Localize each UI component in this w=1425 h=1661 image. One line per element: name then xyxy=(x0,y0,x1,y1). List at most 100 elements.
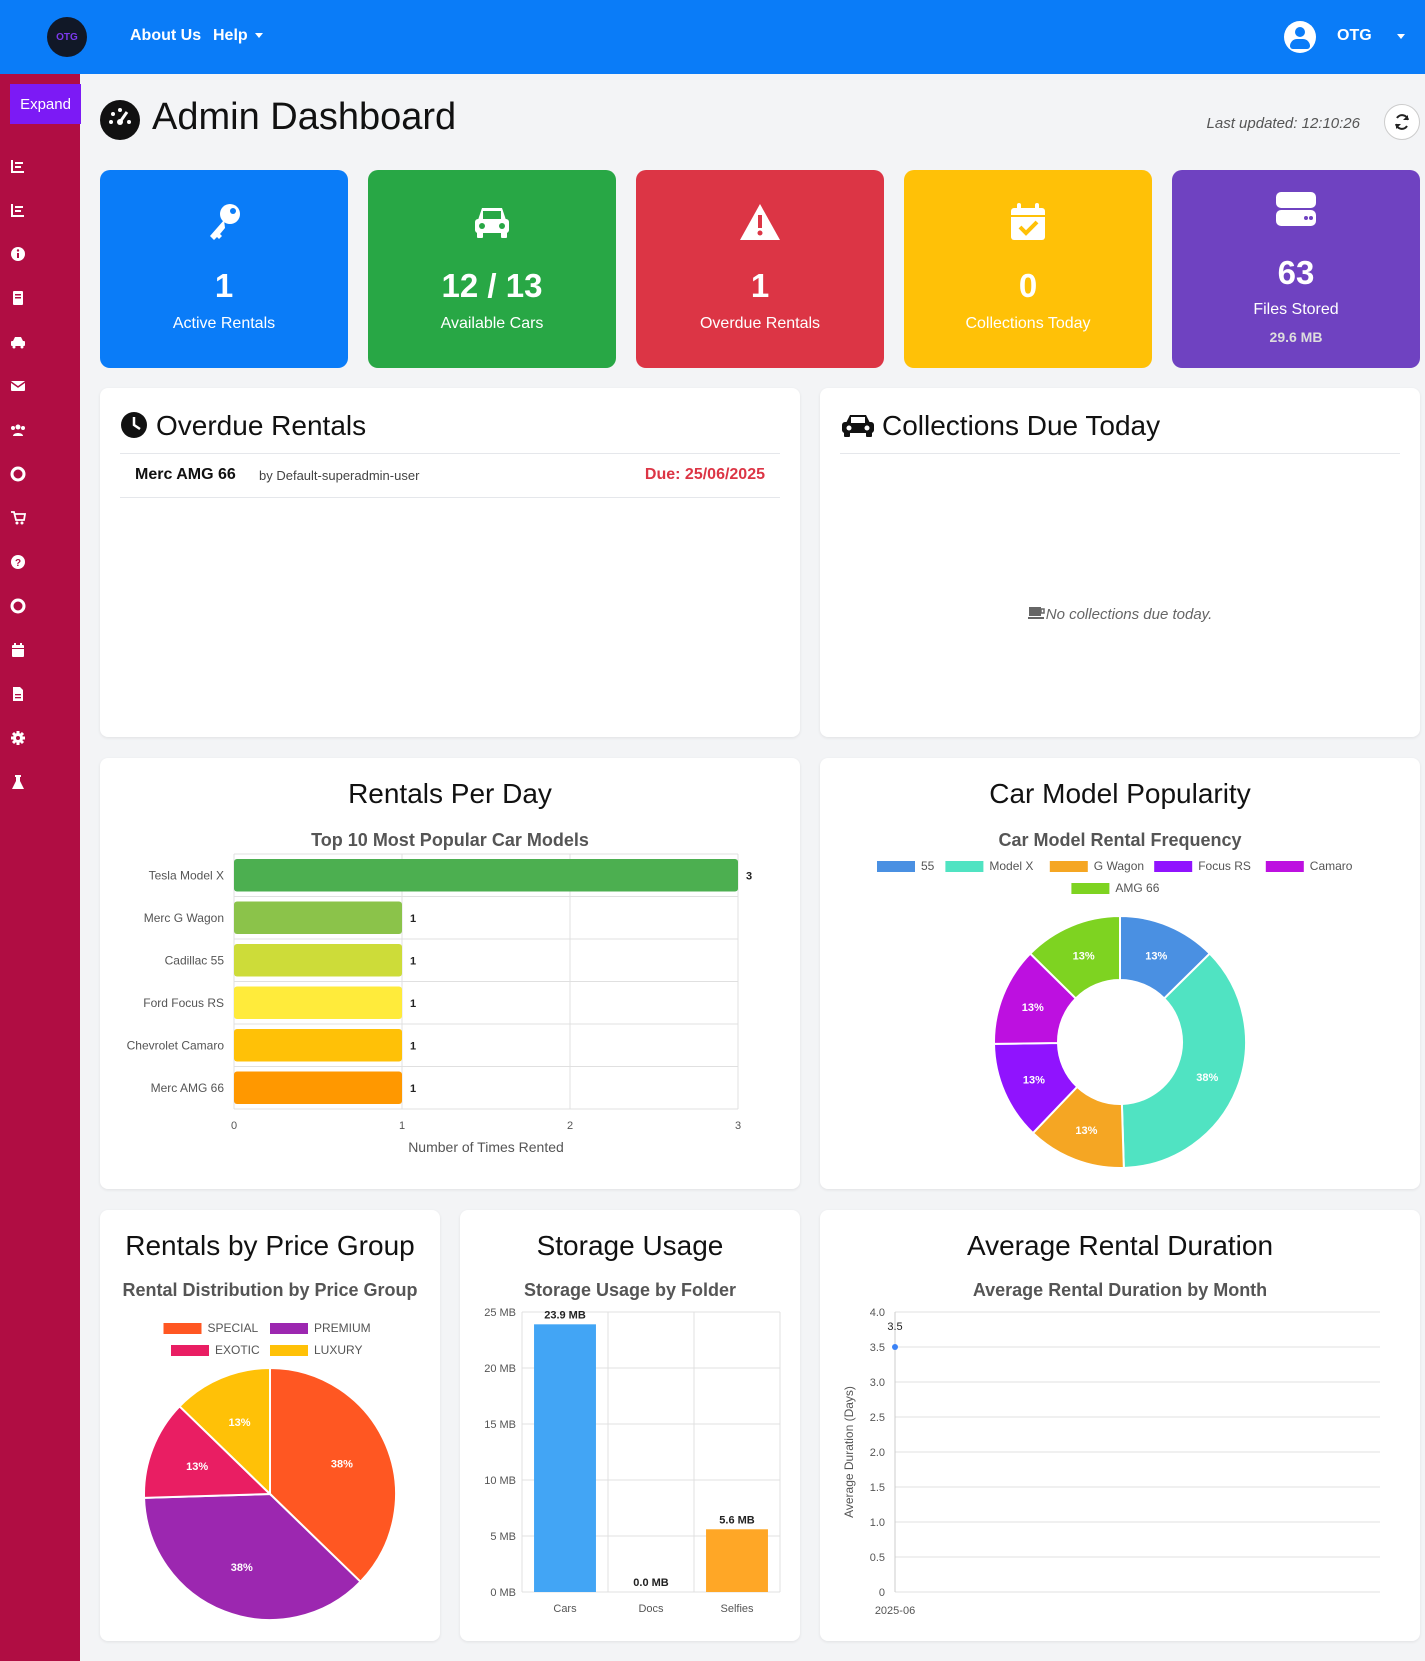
chart-subtitle: Storage Usage by Folder xyxy=(523,1280,737,1300)
data-label: 3 xyxy=(746,870,752,882)
y-tick-label: 20 MB xyxy=(484,1363,516,1375)
empty-state-text: No collections due today. xyxy=(1045,606,1213,623)
y-tick-label: 1.5 xyxy=(870,1482,885,1494)
chart-icon[interactable] xyxy=(10,158,26,174)
legend-label: LUXURY xyxy=(314,1343,362,1357)
calendar-icon[interactable] xyxy=(10,642,26,658)
users-icon[interactable] xyxy=(10,422,26,438)
x-tick-label: Selfies xyxy=(720,1603,754,1615)
legend-swatch xyxy=(877,861,915,872)
x-tick-label: 2 xyxy=(567,1120,573,1132)
legend-label: Camaro xyxy=(1310,859,1353,873)
book-icon[interactable] xyxy=(10,290,26,306)
bar xyxy=(234,1029,402,1062)
info-icon[interactable] xyxy=(10,246,26,262)
donut-slice xyxy=(1120,952,1247,1169)
mail-icon[interactable] xyxy=(10,378,26,394)
sidebar: Expand ? xyxy=(0,74,81,1661)
data-point xyxy=(892,1344,898,1350)
chevron-down-icon[interactable] xyxy=(1397,34,1405,39)
legend-swatch xyxy=(171,1345,209,1356)
data-label: 1 xyxy=(410,955,416,967)
car-icon xyxy=(842,415,874,437)
stat-label: Collections Today xyxy=(965,315,1091,332)
stat-sub-value: 29.6 MB xyxy=(1269,329,1323,345)
refresh-button[interactable] xyxy=(1384,104,1420,140)
chart-icon[interactable] xyxy=(10,202,26,218)
slice-label: 13% xyxy=(1023,1075,1045,1087)
y-tick-label: 0 xyxy=(879,1587,885,1599)
stat-card-available-cars[interactable]: 12 / 13 Available Cars xyxy=(368,170,616,368)
pie-slice xyxy=(269,1366,397,1584)
y-tick-label: Cadillac 55 xyxy=(165,953,225,967)
nav-help-dropdown[interactable]: Help xyxy=(213,27,263,45)
price-group-card: Rentals by Price Group Rental Distributi… xyxy=(100,1210,440,1641)
empty-state: No collections due today. xyxy=(820,606,1420,623)
legend-swatch xyxy=(1049,861,1088,872)
logo[interactable]: OTG xyxy=(47,17,87,57)
user-avatar-icon[interactable] xyxy=(1284,21,1316,53)
gear-icon[interactable] xyxy=(10,730,26,746)
legend-swatch xyxy=(270,1323,308,1334)
rentals-per-day-card: Rentals Per Day Top 10 Most Popular Car … xyxy=(100,758,800,1189)
user-menu-label[interactable]: OTG xyxy=(1337,27,1372,44)
slice-label: 13% xyxy=(1022,1002,1044,1014)
y-tick-label: 5 MB xyxy=(490,1531,516,1543)
stat-label: Active Rentals xyxy=(172,315,276,332)
x-axis-label: Number of Times Rented xyxy=(408,1139,564,1155)
legend-label: SPECIAL xyxy=(208,1321,259,1335)
chevron-down-icon xyxy=(254,33,263,39)
bar xyxy=(234,944,402,977)
stat-card-collections-today[interactable]: 0 Collections Today xyxy=(904,170,1152,368)
y-tick-label: 3.5 xyxy=(870,1342,885,1354)
data-label: 0.0 MB xyxy=(633,1577,669,1589)
y-tick-label: 10 MB xyxy=(484,1475,516,1487)
lifebuoy-icon[interactable] xyxy=(10,598,26,614)
clock-icon xyxy=(121,412,147,438)
legend-label: EXOTIC xyxy=(215,1343,260,1357)
car-icon xyxy=(475,208,509,238)
legend-swatch xyxy=(270,1345,308,1356)
slice-label: 38% xyxy=(231,1562,253,1574)
y-tick-label: Merc AMG 66 xyxy=(151,1081,225,1095)
slice-label: 13% xyxy=(186,1461,208,1473)
y-tick-label: 4.0 xyxy=(870,1307,885,1319)
average-duration-card: Average Rental Duration Average Rental D… xyxy=(820,1210,1420,1641)
car-model-popularity-card: Car Model Popularity Car Model Rental Fr… xyxy=(820,758,1420,1189)
storage-bar-chart: 0 MB 5 MB 10 MB 15 MB 20 MB 25 MB 23.9 MB Cars 0… xyxy=(484,1307,781,1615)
price-group-pie-chart: SPECIAL PREMIUM EXOTIC LUXURY 38% 38% 13% 13% xyxy=(143,1321,397,1621)
bar xyxy=(234,986,402,1019)
y-tick-label: 2.5 xyxy=(870,1412,885,1424)
x-tick-label: 1 xyxy=(399,1120,405,1132)
stat-label: Files Stored xyxy=(1253,301,1339,318)
stat-card-overdue-rentals[interactable]: 1 Overdue Rentals xyxy=(636,170,884,368)
dashboard-gauge-icon xyxy=(100,100,140,140)
y-tick-label: 3.0 xyxy=(870,1377,885,1389)
storage-usage-card: Storage Usage Storage Usage by Folder 0 … xyxy=(460,1210,800,1641)
expand-button[interactable]: Expand xyxy=(10,84,81,124)
lifebuoy-icon[interactable] xyxy=(10,466,26,482)
warning-icon xyxy=(740,204,780,240)
data-label: 3.5 xyxy=(887,1321,902,1333)
x-tick-label: 0 xyxy=(231,1120,237,1132)
stat-value: 63 xyxy=(1277,254,1315,291)
y-tick-label: 2.0 xyxy=(870,1447,885,1459)
file-icon[interactable] xyxy=(10,686,26,702)
y-tick-label: Ford Focus RS xyxy=(143,996,224,1010)
cart-icon[interactable] xyxy=(10,510,26,526)
rentals-bar-chart: 0 1 2 3 Tesla Model X 3 Merc G Wagon 1 Cadillac … xyxy=(127,853,752,1155)
legend-label: AMG 66 xyxy=(1115,881,1159,895)
x-tick-label: 2025-06 xyxy=(875,1605,915,1617)
car-icon[interactable] xyxy=(10,334,26,350)
key-icon xyxy=(210,204,240,240)
stat-card-active-rentals[interactable]: 1 Active Rentals xyxy=(100,170,348,368)
question-icon[interactable]: ? xyxy=(10,554,26,570)
stat-card-files-stored[interactable]: 63 Files Stored 29.6 MB xyxy=(1172,170,1420,368)
x-tick-label: Docs xyxy=(638,1603,664,1615)
flask-icon[interactable] xyxy=(10,774,26,790)
donut-slice xyxy=(1028,914,1121,1000)
list-item[interactable]: Merc AMG 66 by Default-superadmin-user D… xyxy=(120,454,780,498)
legend-label: PREMIUM xyxy=(314,1321,371,1335)
nav-about-us[interactable]: About Us xyxy=(130,27,202,44)
chart-title: Storage Usage xyxy=(536,1230,724,1261)
